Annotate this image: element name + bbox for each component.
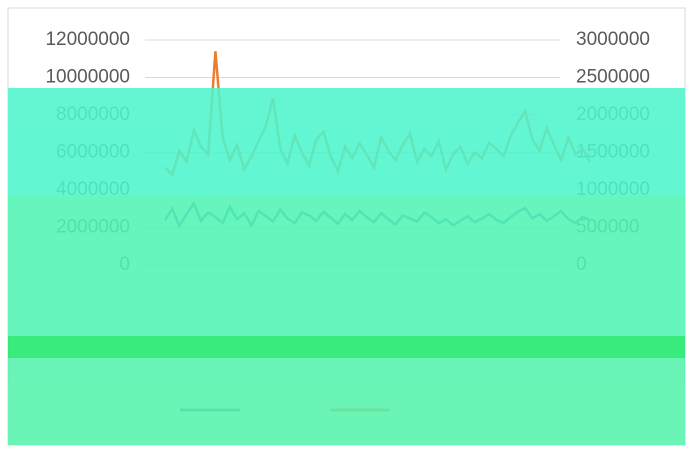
overlay-band — [8, 336, 685, 358]
overlay-band — [8, 88, 685, 196]
overlay — [8, 88, 685, 445]
overlay-band — [8, 196, 685, 336]
y2-tick-label: 2500000 — [576, 67, 650, 88]
y-tick-label: 10000000 — [45, 67, 130, 88]
y-tick-label: 12000000 — [45, 29, 130, 50]
overlay-band — [8, 358, 685, 445]
y2-tick-label: 3000000 — [576, 29, 650, 50]
